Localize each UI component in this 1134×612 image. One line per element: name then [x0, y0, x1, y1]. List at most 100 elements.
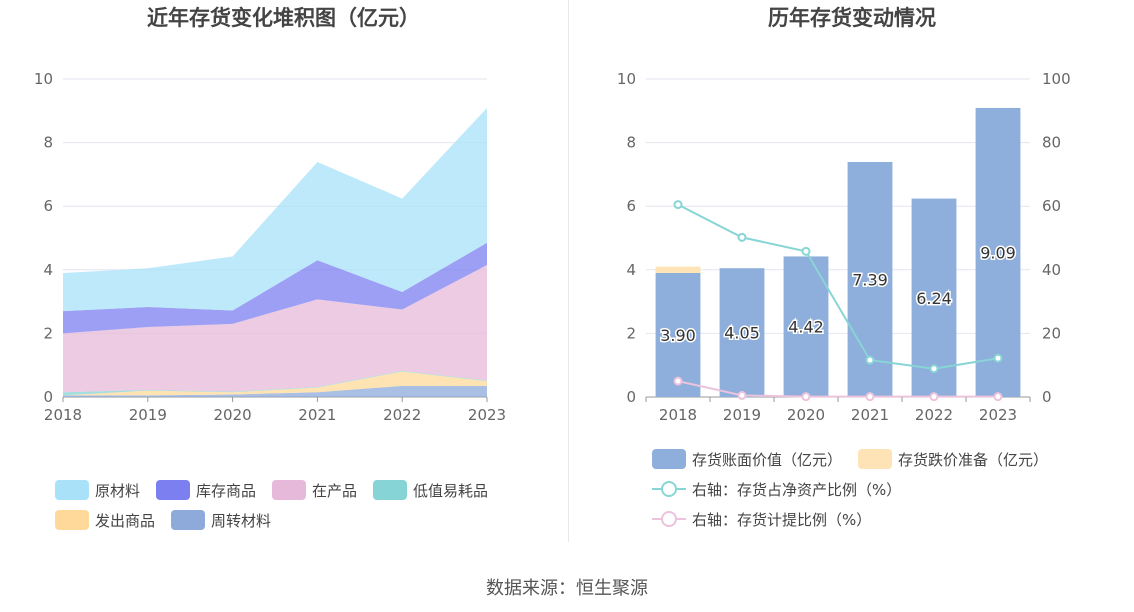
- area-series-1: [63, 371, 487, 396]
- y-tick-label-left: 0: [626, 388, 636, 406]
- bar-0-1: [719, 268, 765, 397]
- legend-label: 存货跌价准备（亿元）: [898, 450, 1049, 469]
- x-tick-label: 2019: [723, 406, 761, 424]
- x-tick-label: 2018: [44, 406, 82, 424]
- area-series-5: [63, 107, 487, 312]
- line-point: [673, 376, 683, 386]
- legend-item[interactable]: 存货跌价准备（亿元）: [858, 444, 1048, 474]
- y-tick-label-right: 100: [1042, 70, 1071, 88]
- y-tick-label-right: 20: [1042, 324, 1061, 342]
- line-point: [993, 353, 1003, 363]
- y-tick-label: 0: [43, 388, 53, 406]
- x-tick-label: 2022: [915, 406, 953, 424]
- legend-swatch: [55, 480, 89, 500]
- x-tick-label: 2019: [129, 406, 167, 424]
- line-point: [801, 392, 811, 402]
- legend-swatch: [171, 510, 206, 530]
- x-tick-label: 2021: [298, 406, 336, 424]
- left-chart-title: 近年存货变化堆积图（亿元）: [147, 6, 420, 30]
- bar-0-0: [655, 272, 701, 397]
- legend-item[interactable]: 右轴：存货计提比例（%）: [652, 504, 1106, 534]
- legend-item[interactable]: 低值易耗品: [373, 475, 488, 505]
- y-tick-label: 10: [34, 70, 53, 88]
- y-tick-label-left: 4: [626, 261, 636, 279]
- legend-swatch: [858, 449, 893, 469]
- legend-label: 发出商品: [95, 511, 156, 530]
- line-series-0: [677, 203, 999, 370]
- legend-swatch: [652, 509, 686, 529]
- legend-swatch: [272, 480, 307, 500]
- y-tick-label: 6: [43, 197, 53, 215]
- x-tick-label: 2022: [383, 406, 421, 424]
- bar-value-label: 7.39: [852, 270, 888, 289]
- legend-label: 在产品: [312, 481, 358, 500]
- line-point: [801, 246, 811, 256]
- y-tick-label: 2: [43, 324, 53, 342]
- line-point: [929, 364, 939, 374]
- right-chart-legend: 存货账面价值（亿元） 存货跌价准备（亿元） 右轴：存货占净资产比例（%） 右轴：存货计…: [652, 444, 1122, 534]
- y-tick-label-left: 10: [617, 70, 636, 88]
- y-tick-label-right: 40: [1042, 261, 1061, 279]
- line-point: [993, 392, 1003, 402]
- x-tick-label: 2018: [659, 406, 697, 424]
- line-point: [673, 200, 683, 210]
- data-source-note: 数据来源：恒生聚源: [486, 578, 648, 599]
- right-chart-panel: 历年存货变动情况 0 2 4 6 8 10 0 20 40 60 80 100 3.90 4.05 4.42…: [570, 0, 1134, 545]
- line-point: [737, 390, 747, 400]
- line-point: [737, 232, 747, 242]
- y-tick-label-right: 80: [1042, 134, 1061, 152]
- legend-label: 右轴：存货占净资产比例（%）: [692, 480, 902, 499]
- bar-0-4: [911, 198, 957, 397]
- legend-item[interactable]: 存货账面价值（亿元）: [652, 444, 842, 474]
- legend-item[interactable]: 周转材料: [171, 505, 271, 535]
- panel-divider: [568, 0, 569, 542]
- area-series-3: [63, 265, 487, 393]
- bar-1-0: [655, 266, 701, 273]
- legend-swatch: [652, 479, 686, 499]
- bar-0-2: [783, 256, 829, 397]
- right-chart-title: 历年存货变动情况: [768, 6, 936, 30]
- legend-item[interactable]: 原材料: [55, 475, 140, 505]
- legend-swatch: [373, 480, 408, 500]
- line-point: [865, 355, 875, 365]
- left-stacked-area-chart: 0 2 4 6 8 10 2018 2019 2020 2021 2022 2023: [34, 70, 506, 424]
- bar-value-label: 4.05: [724, 324, 760, 343]
- area-series-4: [63, 242, 487, 334]
- legend-item[interactable]: 在产品: [272, 475, 357, 505]
- y-tick-label-right: 0: [1042, 388, 1052, 406]
- line-point: [929, 392, 939, 402]
- x-tick-label: 2023: [468, 406, 506, 424]
- legend-swatch: [156, 480, 191, 500]
- bar-value-label: 6.24: [916, 289, 952, 308]
- y-tick-label-left: 6: [626, 197, 636, 215]
- legend-label: 周转材料: [211, 511, 272, 530]
- legend-label: 存货账面价值（亿元）: [692, 450, 843, 469]
- legend-swatch: [652, 449, 686, 469]
- legend-label: 低值易耗品: [413, 481, 489, 500]
- y-tick-label-left: 8: [626, 134, 636, 152]
- y-tick-label-left: 2: [626, 324, 636, 342]
- left-chart-panel: 近年存货变化堆积图（亿元） 0 2 4 6 8 10 2018 2019 2020 2021 202…: [0, 0, 567, 545]
- x-tick-label: 2021: [851, 406, 889, 424]
- bar-value-label: 9.09: [980, 243, 1016, 262]
- legend-item[interactable]: 发出商品: [55, 505, 155, 535]
- legend-label: 库存商品: [196, 481, 257, 500]
- y-tick-label: 4: [43, 261, 53, 279]
- left-chart-legend: 原材料 库存商品 在产品 低值易耗品发出商品 周转材料: [55, 475, 555, 535]
- x-tick-label: 2020: [787, 406, 825, 424]
- legend-item[interactable]: 库存商品: [156, 475, 256, 505]
- line-point: [865, 392, 875, 402]
- area-series-2: [63, 370, 487, 396]
- x-tick-label: 2023: [979, 406, 1017, 424]
- y-tick-label-right: 60: [1042, 197, 1061, 215]
- x-tick-label: 2020: [214, 406, 252, 424]
- legend-item[interactable]: 右轴：存货占净资产比例（%）: [652, 474, 1106, 504]
- legend-swatch: [55, 510, 89, 530]
- y-tick-label: 8: [43, 134, 53, 152]
- area-series-0: [63, 385, 487, 397]
- legend-label: 原材料: [95, 481, 141, 500]
- legend-label: 右轴：存货计提比例（%）: [692, 510, 872, 529]
- line-series-1: [677, 380, 998, 398]
- bar-0-5: [975, 107, 1021, 398]
